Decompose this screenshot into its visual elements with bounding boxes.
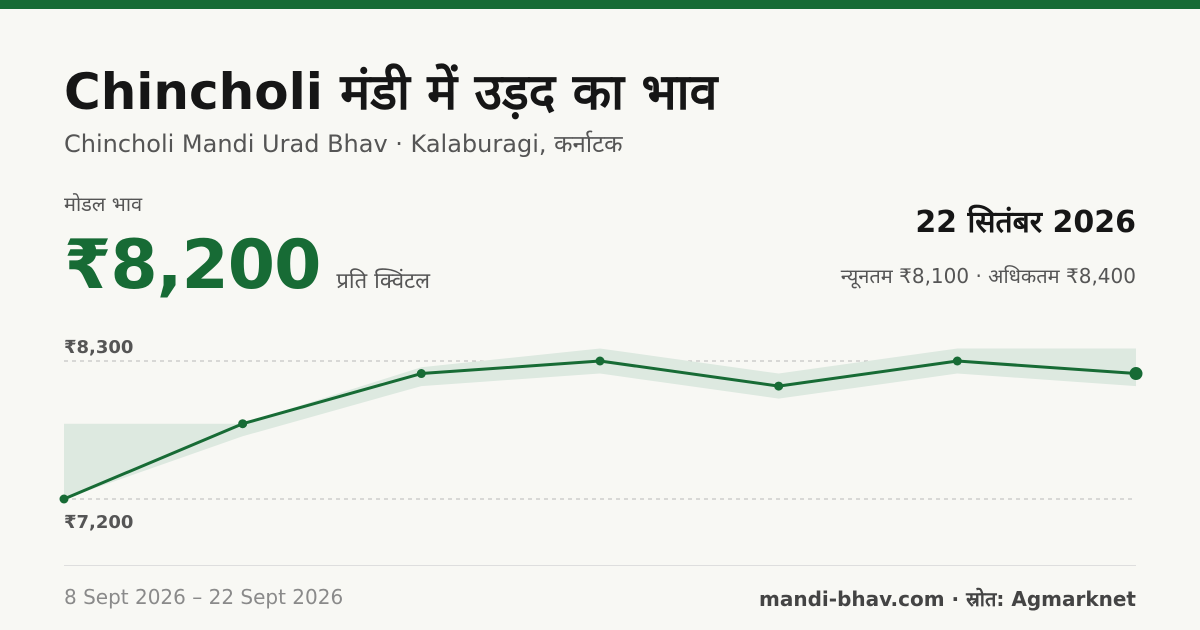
price-unit: प्रति क्विंटल [336, 269, 431, 294]
data-point [59, 494, 69, 504]
band-layer [64, 348, 1136, 499]
date-range: 8 Sept 2026 – 22 Sept 2026 [64, 585, 344, 609]
point-layer [59, 356, 1143, 504]
min-max-price: न्यूनतम ₹8,100 · अधिकतम ₹8,400 [840, 264, 1136, 288]
y-tick-label: ₹8,300 [64, 337, 133, 358]
current-date: 22 सितंबर 2026 [915, 205, 1136, 240]
source-credit: mandi-bhav.com · स्रोत: Agmarknet [759, 587, 1136, 611]
price-line [62, 359, 1138, 501]
data-point [595, 356, 605, 366]
label-layer: ₹8,300 ₹7,200 [64, 337, 133, 533]
data-point [416, 369, 426, 379]
min-max-band [64, 348, 1136, 499]
page-title: Chincholi मंडी में उड़द का भाव [64, 63, 718, 121]
model-price-label: मोडल भाव [64, 192, 143, 216]
price-row: ₹8,200 प्रति क्विंटल [64, 226, 430, 305]
latest-data-point [1129, 367, 1143, 381]
page-subtitle: Chincholi Mandi Urad Bhav · Kalaburagi, … [64, 130, 623, 158]
data-point [774, 381, 784, 391]
top-accent-bar [0, 0, 1200, 9]
footer-divider [64, 565, 1136, 566]
data-point [238, 419, 248, 429]
model-price-value: ₹8,200 [64, 226, 321, 305]
data-point [952, 356, 962, 366]
line-layer [62, 359, 1138, 501]
y-tick-label: ₹7,200 [64, 512, 133, 533]
